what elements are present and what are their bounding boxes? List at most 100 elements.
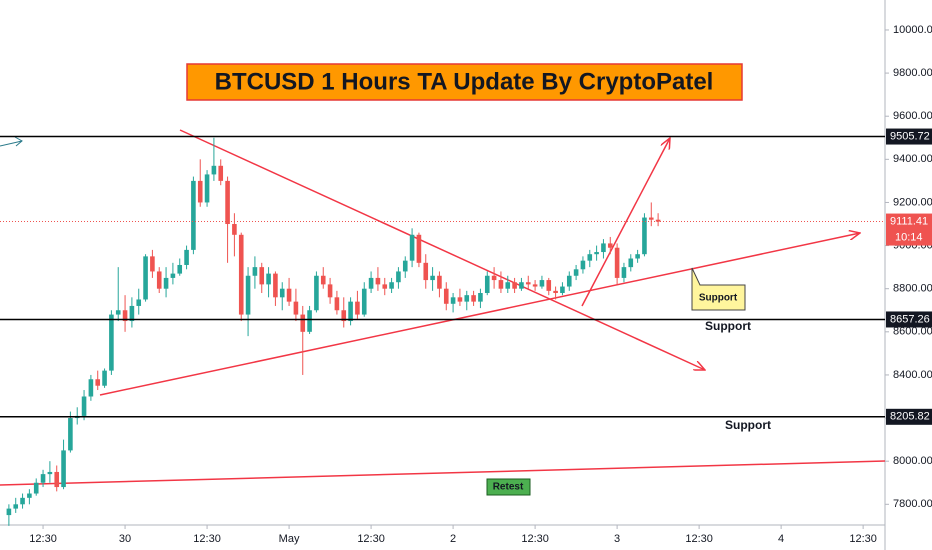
x-tick-label: 12:30	[357, 533, 385, 545]
candle-body	[252, 267, 258, 276]
countdown: 10:14	[895, 231, 923, 243]
candle-body	[88, 379, 94, 397]
arrow	[581, 138, 670, 307]
candle-body	[136, 299, 142, 306]
trendline	[0, 460, 886, 486]
candle-body	[122, 310, 128, 322]
candle-body	[546, 280, 552, 291]
candle-body	[245, 275, 251, 315]
candle-body	[361, 288, 367, 315]
x-tick-label: 4	[778, 533, 784, 545]
candle-body	[566, 275, 572, 287]
candle-body	[553, 290, 558, 294]
candle-body	[580, 260, 586, 270]
candle-body	[560, 286, 565, 294]
candle-body	[450, 297, 456, 304]
level-label: 9505.72	[890, 130, 930, 142]
candle-body	[423, 262, 429, 281]
y-tick-label: 7800.00	[893, 498, 932, 510]
trendline	[179, 129, 705, 370]
candle-body	[512, 282, 517, 289]
y-tick-label: 9800.00	[893, 67, 932, 79]
candle-body	[307, 310, 312, 332]
level-tag	[886, 311, 932, 328]
candle-body	[628, 258, 634, 268]
arrow	[0, 140, 23, 147]
level-label: 8205.82	[890, 411, 930, 423]
candle-body	[61, 450, 66, 488]
candle-body	[594, 252, 599, 255]
candle-body	[532, 284, 538, 287]
x-tick-label: 12:30	[521, 533, 549, 545]
y-tick-label: 8000.00	[893, 455, 932, 467]
candle-body	[177, 264, 183, 274]
candle-body	[20, 497, 25, 505]
candle-body	[348, 301, 353, 322]
candle-body	[409, 234, 415, 261]
candle-body	[286, 288, 292, 302]
candle-body	[211, 165, 217, 175]
candle-body	[156, 271, 162, 289]
y-tick-label: 8400.00	[893, 369, 932, 381]
candle-body	[40, 474, 46, 483]
title-box	[186, 63, 743, 101]
candle-body	[648, 217, 654, 220]
candle-body	[150, 256, 155, 272]
candle-body	[95, 379, 101, 386]
candle-body	[484, 275, 490, 294]
candle-body	[13, 504, 19, 509]
candle-body	[170, 273, 176, 278]
candle-body	[184, 249, 189, 265]
drawings	[0, 63, 886, 496]
candle-body	[471, 295, 476, 302]
y-tick-label: 9600.00	[893, 110, 932, 122]
candle-body	[525, 282, 531, 285]
candle-body	[573, 269, 579, 276]
level-label: 8657.26	[890, 313, 930, 325]
last-price-tag	[886, 213, 932, 246]
candle-body	[143, 256, 148, 300]
candle-body	[368, 277, 374, 289]
level-tag	[886, 128, 932, 145]
candle-body	[81, 396, 87, 416]
candle-body	[279, 288, 285, 298]
candle-body	[163, 277, 169, 289]
y-tick-label: 10000.00	[893, 24, 932, 36]
arrow-head	[14, 136, 23, 147]
candle-body	[232, 224, 237, 235]
candle-body	[601, 243, 606, 253]
candle-body	[273, 273, 278, 298]
annotation: Support	[725, 418, 771, 432]
candle-body	[68, 418, 73, 451]
candle-body	[54, 471, 60, 488]
candle-body	[225, 180, 230, 225]
candle-body	[341, 310, 347, 322]
x-tick-label: 12:30	[29, 533, 57, 545]
candle-body	[614, 247, 620, 278]
candle-body	[519, 282, 524, 289]
candle-body	[47, 471, 53, 475]
candle-body	[642, 217, 647, 255]
candle-body	[129, 305, 135, 322]
x-tick-label: 12:30	[849, 533, 877, 545]
candle-body	[266, 273, 271, 285]
annotation: Support	[699, 293, 738, 304]
annotation: Support	[705, 319, 751, 333]
candle-body	[443, 288, 449, 304]
candle-body	[402, 260, 408, 272]
candle-body	[314, 275, 319, 311]
candle-body	[115, 310, 121, 315]
candle-body	[238, 234, 244, 315]
candle-body	[204, 174, 210, 203]
y-tick-label: 8600.00	[893, 326, 932, 338]
candle-body	[293, 301, 299, 315]
level-tag	[886, 408, 932, 425]
retest-box	[486, 478, 531, 496]
candle-body	[27, 493, 32, 498]
candle-body	[416, 234, 422, 263]
candle-body	[491, 275, 497, 281]
y-tick-label: 9200.00	[893, 196, 932, 208]
candle-body	[355, 301, 360, 315]
candle-body	[33, 482, 39, 494]
candle-body	[587, 254, 593, 261]
